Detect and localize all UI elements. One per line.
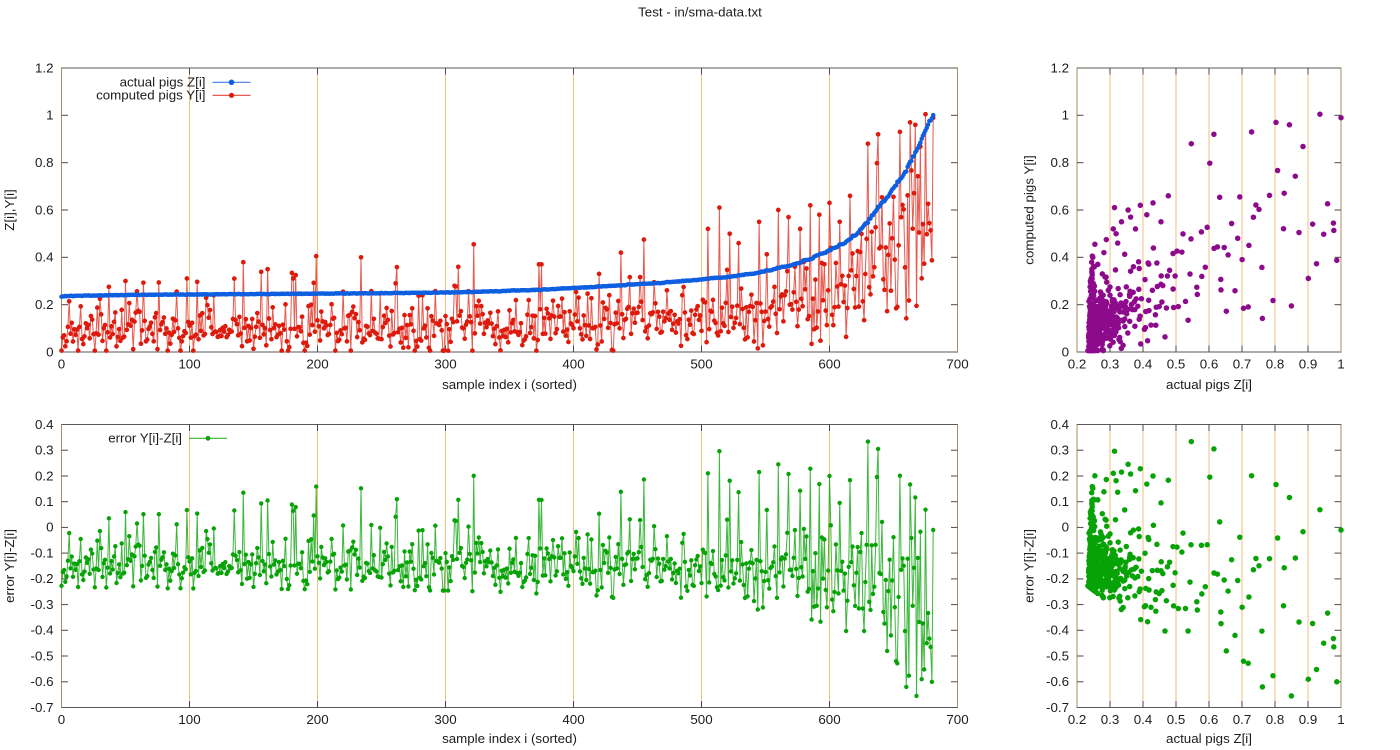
- svg-text:computed pigs Y[i]: computed pigs Y[i]: [96, 87, 205, 102]
- svg-text:-0.4: -0.4: [31, 623, 55, 638]
- svg-text:0: 0: [1062, 520, 1069, 535]
- svg-text:0.1: 0.1: [1050, 494, 1069, 509]
- svg-text:0.6: 0.6: [1200, 357, 1219, 372]
- svg-text:0.3: 0.3: [1050, 443, 1069, 458]
- svg-text:0.4: 0.4: [1134, 712, 1153, 727]
- svg-text:0.7: 0.7: [1233, 357, 1252, 372]
- svg-text:0.3: 0.3: [35, 443, 54, 458]
- svg-text:300: 300: [434, 712, 456, 727]
- svg-text:-0.1: -0.1: [31, 545, 54, 560]
- svg-text:500: 500: [690, 712, 712, 727]
- svg-text:200: 200: [306, 357, 328, 372]
- svg-text:400: 400: [562, 357, 584, 372]
- svg-text:0: 0: [46, 520, 53, 535]
- svg-text:0.3: 0.3: [1101, 357, 1120, 372]
- svg-text:-0.4: -0.4: [1046, 623, 1070, 638]
- svg-text:sample index i (sorted): sample index i (sorted): [442, 377, 577, 392]
- svg-text:600: 600: [818, 357, 840, 372]
- svg-text:error Y[i]-Z[i]: error Y[i]-Z[i]: [108, 430, 182, 445]
- svg-text:0.3: 0.3: [1101, 712, 1120, 727]
- svg-text:sample index i (sorted): sample index i (sorted): [442, 731, 577, 746]
- svg-text:-0.2: -0.2: [1046, 571, 1069, 586]
- svg-text:1.2: 1.2: [1050, 60, 1069, 75]
- svg-text:-0.7: -0.7: [1046, 700, 1069, 715]
- svg-text:400: 400: [562, 712, 584, 727]
- svg-text:-0.5: -0.5: [1046, 648, 1069, 663]
- svg-text:0.4: 0.4: [1050, 417, 1069, 432]
- svg-text:600: 600: [818, 712, 840, 727]
- svg-text:0.2: 0.2: [35, 468, 54, 483]
- svg-text:100: 100: [178, 357, 200, 372]
- svg-text:0.6: 0.6: [1200, 712, 1219, 727]
- svg-text:0.8: 0.8: [1266, 712, 1285, 727]
- svg-text:actual pigs Z[i]: actual pigs Z[i]: [1166, 731, 1252, 746]
- svg-text:0.2: 0.2: [1068, 712, 1087, 727]
- svg-text:computed pigs Y[i]: computed pigs Y[i]: [1022, 155, 1037, 264]
- svg-text:0: 0: [46, 344, 53, 359]
- svg-text:1: 1: [1337, 712, 1344, 727]
- svg-text:200: 200: [306, 712, 328, 727]
- svg-text:0.4: 0.4: [1050, 250, 1069, 265]
- svg-text:0.6: 0.6: [1050, 202, 1069, 217]
- svg-text:300: 300: [434, 357, 456, 372]
- svg-text:0.2: 0.2: [1068, 357, 1087, 372]
- svg-text:0.8: 0.8: [35, 155, 54, 170]
- svg-text:100: 100: [178, 712, 200, 727]
- svg-text:actual pigs Z[i]: actual pigs Z[i]: [120, 74, 206, 89]
- svg-text:-0.1: -0.1: [1046, 545, 1069, 560]
- svg-text:700: 700: [946, 712, 968, 727]
- svg-text:0: 0: [58, 712, 65, 727]
- svg-text:700: 700: [946, 357, 968, 372]
- svg-text:0.2: 0.2: [35, 297, 54, 312]
- svg-text:-0.6: -0.6: [31, 674, 54, 689]
- svg-text:0: 0: [58, 357, 65, 372]
- svg-text:0.4: 0.4: [35, 417, 54, 432]
- svg-text:500: 500: [690, 357, 712, 372]
- svg-text:error Y[i]-Z[i]: error Y[i]-Z[i]: [2, 529, 17, 603]
- svg-text:0.1: 0.1: [35, 494, 54, 509]
- svg-text:0.4: 0.4: [1134, 357, 1153, 372]
- svg-text:0.8: 0.8: [1266, 357, 1285, 372]
- svg-text:1: 1: [1062, 108, 1069, 123]
- svg-text:0.6: 0.6: [35, 202, 54, 217]
- svg-text:Test - in/sma-data.txt: Test - in/sma-data.txt: [638, 5, 762, 20]
- svg-text:-0.6: -0.6: [1046, 674, 1069, 689]
- svg-text:0.9: 0.9: [1299, 712, 1318, 727]
- svg-text:0.7: 0.7: [1233, 712, 1252, 727]
- svg-text:error Y[i]-Z[i]: error Y[i]-Z[i]: [1022, 529, 1037, 603]
- svg-text:-0.3: -0.3: [1046, 597, 1069, 612]
- svg-text:1: 1: [1337, 357, 1344, 372]
- svg-text:0.2: 0.2: [1050, 297, 1069, 312]
- svg-text:-0.2: -0.2: [31, 571, 54, 586]
- svg-text:actual pigs Z[i]: actual pigs Z[i]: [1166, 377, 1252, 392]
- svg-text:0: 0: [1062, 344, 1069, 359]
- svg-text:Z[i],Y[i]: Z[i],Y[i]: [2, 189, 17, 230]
- svg-text:-0.7: -0.7: [31, 700, 54, 715]
- svg-text:-0.3: -0.3: [31, 597, 54, 612]
- svg-text:0.2: 0.2: [1050, 468, 1069, 483]
- svg-text:1: 1: [46, 108, 53, 123]
- svg-text:-0.5: -0.5: [31, 648, 54, 663]
- svg-text:0.5: 0.5: [1167, 712, 1186, 727]
- svg-text:0.4: 0.4: [35, 250, 54, 265]
- svg-text:1.2: 1.2: [35, 60, 54, 75]
- svg-text:0.8: 0.8: [1050, 155, 1069, 170]
- svg-text:0.5: 0.5: [1167, 357, 1186, 372]
- svg-text:0.9: 0.9: [1299, 357, 1318, 372]
